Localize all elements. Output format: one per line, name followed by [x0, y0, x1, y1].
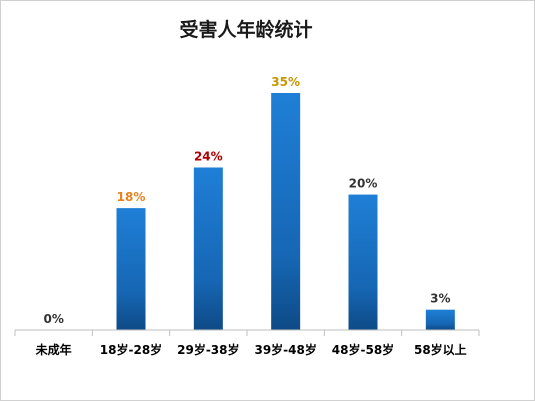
bar — [193, 167, 223, 330]
x-tick-label: 18岁-28岁 — [100, 342, 162, 357]
data-label: 3% — [430, 292, 450, 306]
x-tick-label: 58岁以上 — [414, 342, 467, 357]
x-axis-labels: 未成年 18岁-28岁 29岁-38岁 39岁-48岁 48岁-58岁 58岁以上 — [35, 342, 467, 357]
data-label: 18% — [117, 190, 146, 204]
data-label: 0% — [43, 312, 63, 326]
bar — [271, 93, 301, 330]
x-tick-label: 未成年 — [35, 342, 72, 357]
data-label: 24% — [194, 149, 223, 163]
x-tick-label: 48岁-58岁 — [332, 342, 394, 357]
x-tick-label: 39岁-48岁 — [254, 342, 316, 357]
bar — [348, 194, 378, 330]
bar — [425, 309, 455, 330]
data-labels: 0% 18% 24% 35% 20% 3% — [43, 75, 450, 326]
data-label: 35% — [271, 75, 300, 89]
chart-title: 受害人年龄统计 — [179, 18, 312, 41]
bar — [116, 208, 146, 330]
data-label: 20% — [349, 177, 378, 191]
bars-layer — [116, 93, 455, 330]
x-axis-ticks — [14, 330, 480, 336]
x-tick-label: 29岁-38岁 — [177, 342, 239, 357]
